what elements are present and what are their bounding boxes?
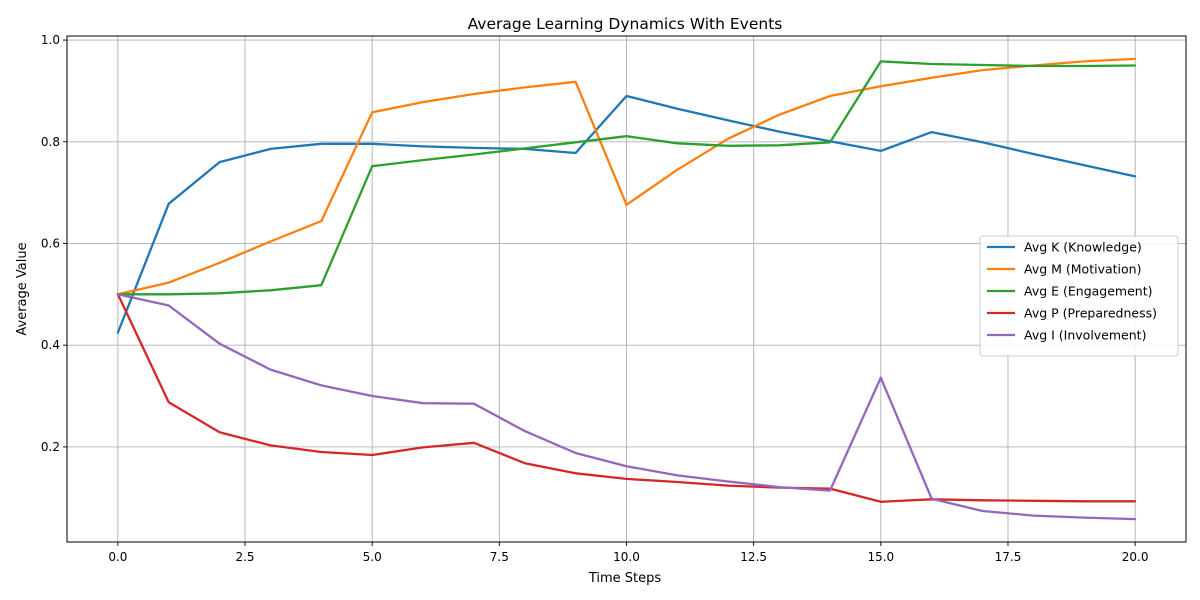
series-group xyxy=(116,57,1137,521)
series-line-5 xyxy=(116,293,1137,521)
series-line-3 xyxy=(116,60,1137,296)
x-tick-label: 0.0 xyxy=(108,550,127,564)
series-line-4 xyxy=(116,293,1137,503)
legend-label-2: Avg M (Motivation) xyxy=(1024,262,1141,277)
ticks: 0.0 2.5 5.0 7.5 10.0 12.5 15.0 17.5 20.0 0.2 0.4 0.… xyxy=(41,33,1149,564)
y-axis-label: Average Value xyxy=(15,242,30,335)
x-axis-label: Time Steps xyxy=(588,571,662,586)
x-tick-label: 20.0 xyxy=(1122,550,1149,564)
x-tick-label: 5.0 xyxy=(363,550,382,564)
y-tick-label: 0.6 xyxy=(41,236,60,250)
x-tick-label: 7.5 xyxy=(490,550,509,564)
legend-label-3: Avg E (Engagement) xyxy=(1024,284,1152,299)
grid xyxy=(67,36,1186,542)
legend-label-5: Avg I (Involvement) xyxy=(1024,328,1146,343)
legend-label-4: Avg P (Preparedness) xyxy=(1024,306,1157,321)
y-tick-label: 0.8 xyxy=(41,135,60,149)
series-line-1 xyxy=(116,94,1137,334)
chart-title: Average Learning Dynamics With Events xyxy=(468,15,783,33)
y-tick-label: 0.2 xyxy=(41,440,60,454)
y-tick-label: 0.4 xyxy=(41,338,60,352)
x-tick-label: 2.5 xyxy=(235,550,254,564)
x-tick-label: 10.0 xyxy=(613,550,640,564)
series-line-2 xyxy=(116,57,1137,296)
legend-frame xyxy=(979,235,1179,357)
x-tick-label: 15.0 xyxy=(867,550,894,564)
y-tick-label: 1.0 xyxy=(41,33,60,47)
legend: Avg K (Knowledge) Avg M (Motivation) Avg E… xyxy=(979,235,1179,357)
x-tick-label: 12.5 xyxy=(740,550,767,564)
legend-label-1: Avg K (Knowledge) xyxy=(1024,240,1142,255)
x-tick-label: 17.5 xyxy=(995,550,1022,564)
